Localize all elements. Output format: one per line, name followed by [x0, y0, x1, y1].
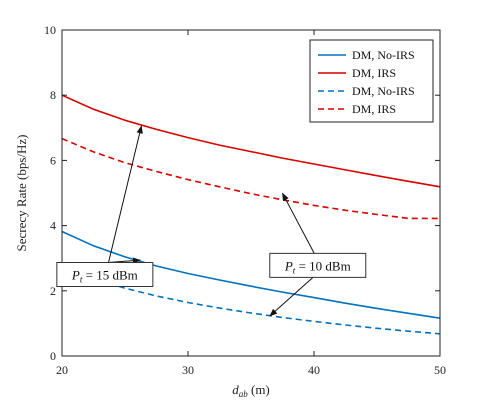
y-tick-label: 6 [50, 153, 56, 167]
annotation-arrow [108, 125, 143, 263]
axis-labels: dab (m) Secrecy Rate (bps/Hz) [14, 135, 270, 399]
y-tick-label: 2 [50, 284, 56, 298]
series-line-3 [61, 266, 441, 335]
y-tick-label: 0 [50, 349, 56, 363]
annotation-label-2: Pt = 10 dBm [284, 258, 351, 275]
annotation-arrow [269, 276, 314, 317]
legend: DM, No-IRS DM, IRS DM, No-IRS DM, IRS [309, 39, 434, 123]
legend-entry: DM, No-IRS [352, 48, 415, 62]
annotation-box [269, 252, 367, 278]
series-line-4 [61, 137, 440, 220]
legend-entry: DM, No-IRS [352, 84, 415, 98]
y-tick-label: 10 [44, 23, 56, 37]
annotation-arrow [282, 192, 315, 254]
legend-entry: DM, IRS [352, 66, 396, 80]
series-line-2 [61, 94, 441, 188]
y-tick-label: 8 [50, 88, 56, 102]
y-tick-label: 4 [50, 219, 56, 233]
y-axis-label: Secrecy Rate (bps/Hz) [14, 135, 29, 252]
legend-entry: DM, IRS [352, 102, 396, 116]
annotations: Pt = 15 dBm Pt = 10 dBm [56, 125, 367, 317]
axis-ticks: 20 30 40 50 0 2 4 6 8 10 [44, 23, 446, 377]
annotation-box [56, 262, 154, 287]
series-line-1 [61, 230, 441, 319]
plot-frame [61, 29, 441, 357]
annotation-label-1: Pt = 15 dBm [71, 268, 138, 285]
series-lines [61, 94, 441, 335]
x-tick-label: 50 [434, 363, 446, 377]
x-tick-label: 20 [56, 363, 68, 377]
x-tick-label: 30 [182, 363, 194, 377]
x-tick-label: 40 [308, 363, 320, 377]
x-axis-label: dab (m) [232, 382, 270, 399]
